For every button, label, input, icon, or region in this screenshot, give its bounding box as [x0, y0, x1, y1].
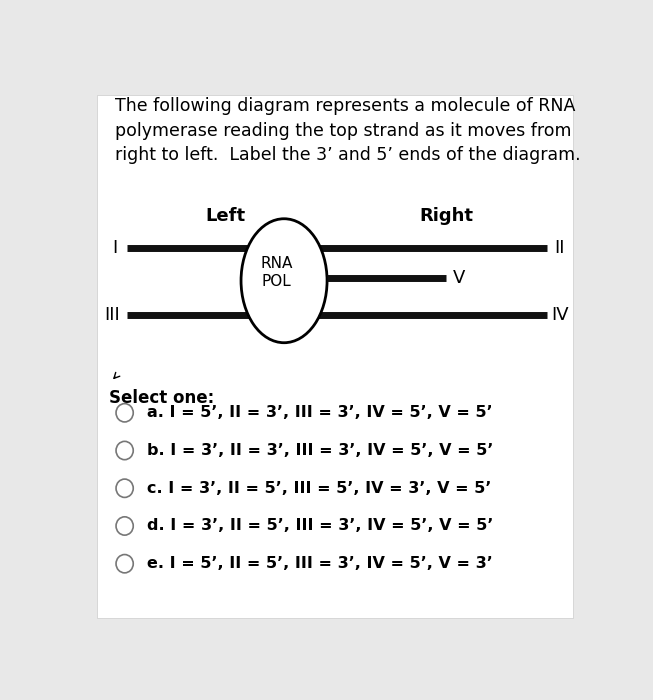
Text: b. I = 3’, II = 3’, III = 3’, IV = 5’, V = 5’: b. I = 3’, II = 3’, III = 3’, IV = 5’, V… — [148, 443, 494, 458]
Text: c. I = 3’, II = 5’, III = 5’, IV = 3’, V = 5’: c. I = 3’, II = 5’, III = 5’, IV = 3’, V… — [148, 481, 492, 496]
Ellipse shape — [241, 218, 327, 343]
Text: The following diagram represents a molecule of RNA
polymerase reading the top st: The following diagram represents a molec… — [114, 97, 580, 164]
Text: V: V — [453, 269, 465, 287]
Text: I: I — [112, 239, 117, 258]
Text: II: II — [554, 239, 565, 258]
Text: III: III — [104, 306, 120, 323]
Text: a. I = 5’, II = 3’, III = 3’, IV = 5’, V = 5’: a. I = 5’, II = 3’, III = 3’, IV = 5’, V… — [148, 405, 493, 420]
Text: d. I = 3’, II = 5’, III = 3’, IV = 5’, V = 5’: d. I = 3’, II = 5’, III = 3’, IV = 5’, V… — [148, 519, 494, 533]
Text: RNA
POL: RNA POL — [261, 256, 293, 289]
Text: Left: Left — [206, 207, 246, 225]
FancyBboxPatch shape — [97, 94, 573, 617]
Text: Right: Right — [419, 207, 473, 225]
Text: e. I = 5’, II = 5’, III = 3’, IV = 5’, V = 3’: e. I = 5’, II = 5’, III = 3’, IV = 5’, V… — [148, 556, 493, 571]
Text: IV: IV — [551, 306, 569, 323]
Text: Select one:: Select one: — [110, 389, 215, 407]
